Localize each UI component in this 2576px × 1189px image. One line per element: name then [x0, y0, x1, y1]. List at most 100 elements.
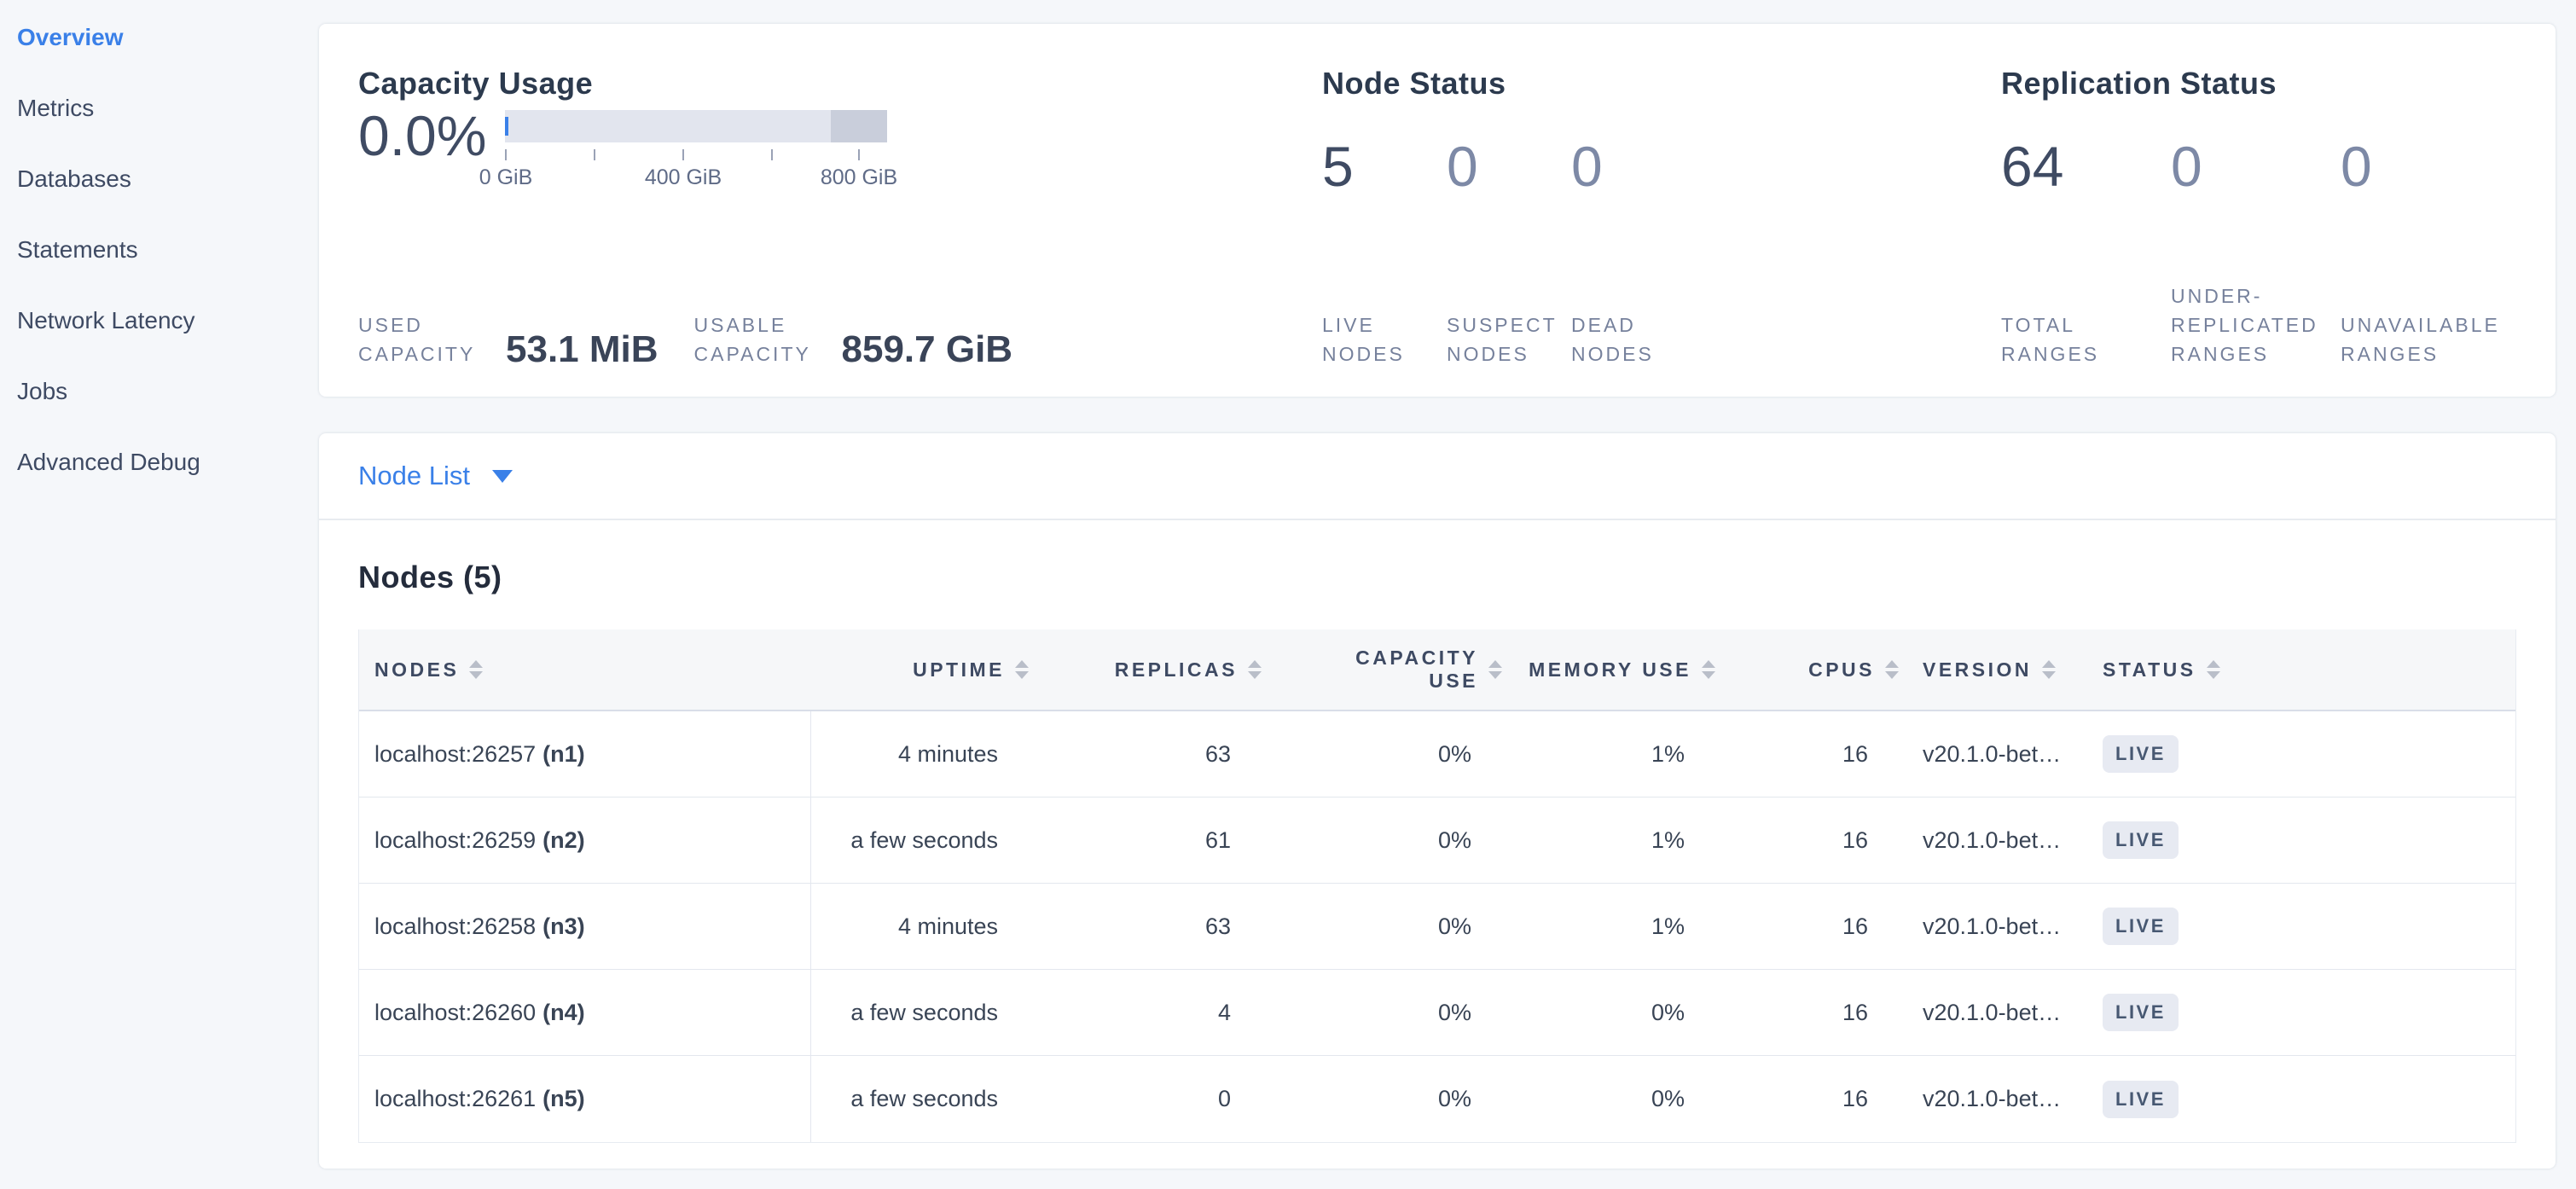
uptime-cell: a few seconds	[850, 999, 998, 1025]
capacity-gauge: 0.0% 0 GiB 400 GiB	[358, 102, 1322, 191]
view-selector-dropdown[interactable]: Node List	[358, 461, 513, 491]
axis-tick	[858, 149, 860, 160]
sidebar: Overview Metrics Databases Statements Ne…	[0, 0, 319, 1189]
axis-tick	[771, 149, 773, 160]
capacity-usage-title: Capacity Usage	[358, 66, 594, 101]
node-list-body: Nodes (5) Nodes Uptime Replicas	[319, 560, 2556, 1143]
replicas-cell: 63	[1204, 913, 1231, 939]
dead-nodes-stat: 0 Dead Nodes	[1571, 133, 1672, 368]
chevron-down-icon	[491, 469, 513, 483]
version-cell: v20.1.0-bet…	[1923, 999, 2062, 1025]
sort-icon[interactable]	[2206, 660, 2220, 679]
version-cell: v20.1.0-bet…	[1923, 913, 2062, 939]
node-address: localhost:26258	[374, 913, 537, 939]
column-header-cpus[interactable]: CPUs	[1715, 629, 1899, 710]
status-badge: LIVE	[2103, 735, 2179, 773]
column-header-nodes[interactable]: Nodes	[359, 629, 811, 710]
capacity-stats: Used Capacity 53.1 MiB Usable Capacity 8…	[358, 310, 1322, 368]
memory-use-cell: 1%	[1651, 740, 1685, 767]
node-status-stats: 5 Live Nodes 0 Suspect Nodes 0 Dead Node…	[1322, 133, 2001, 368]
live-nodes-value: 5	[1322, 135, 1354, 198]
node-address: localhost:26259	[374, 826, 537, 853]
cpus-cell: 16	[1842, 826, 1868, 853]
status-badge: LIVE	[2103, 908, 2179, 945]
main-content: Capacity Usage 0.0%	[319, 0, 2576, 1189]
column-header-memory-use[interactable]: Memory Use	[1502, 629, 1715, 710]
dead-nodes-label: Dead Nodes	[1571, 314, 1654, 365]
usable-capacity-value: 859.7 GiB	[841, 328, 1013, 370]
replicas-cell: 61	[1204, 826, 1231, 853]
view-selector-label: Node List	[358, 461, 470, 490]
sort-icon[interactable]	[1488, 660, 1502, 679]
memory-use-cell: 1%	[1651, 913, 1685, 939]
capacity-percent: 0.0%	[358, 104, 487, 167]
uptime-cell: a few seconds	[850, 826, 998, 853]
nodes-table: Nodes Uptime Replicas Capacity Use	[358, 629, 2516, 1143]
node-id: (n3)	[542, 913, 585, 939]
version-cell: v20.1.0-bet…	[1923, 826, 2062, 853]
version-cell: v20.1.0-bet…	[1923, 740, 2062, 767]
under-replicated-ranges-label: Under-Replicated Ranges	[2171, 285, 2318, 365]
capacity-bar	[505, 110, 887, 142]
table-row-node-5[interactable]: localhost:26261 (n5) a few seconds 0 0% 0…	[359, 1056, 2515, 1142]
node-id: (n1)	[542, 740, 585, 767]
sort-icon[interactable]	[1015, 660, 1029, 679]
sidebar-item-jobs[interactable]: Jobs	[17, 377, 68, 404]
node-id: (n2)	[542, 826, 585, 853]
capacity-use-cell: 0%	[1437, 740, 1471, 767]
replicas-cell: 0	[1217, 1086, 1231, 1111]
node-address: localhost:26257	[374, 740, 537, 767]
column-header-status[interactable]: Status	[2091, 629, 2515, 710]
dead-nodes-value: 0	[1571, 135, 1603, 198]
cluster-summary-card: Capacity Usage 0.0%	[319, 24, 2556, 397]
node-list-card: Node List Nodes (5) Nodes Uptime	[319, 433, 2556, 1169]
suspect-nodes-value: 0	[1447, 135, 1478, 198]
sort-icon[interactable]	[1248, 660, 1262, 679]
column-header-uptime[interactable]: Uptime	[811, 629, 1029, 710]
axis-label-400gib: 400 GiB	[644, 165, 722, 189]
axis-tick	[682, 149, 684, 160]
sort-icon[interactable]	[469, 660, 484, 679]
table-row-node-4[interactable]: localhost:26260 (n4) a few seconds 4 0% 0…	[359, 970, 2515, 1056]
replication-status-section: Replication Status 64 Total Ranges 0 Und…	[2001, 65, 2516, 368]
status-badge: LIVE	[2103, 1080, 2179, 1118]
sort-icon[interactable]	[1702, 660, 1715, 679]
table-row-node-2[interactable]: localhost:26259 (n2) a few seconds 61 0% …	[359, 798, 2515, 884]
cpus-cell: 16	[1842, 1086, 1868, 1111]
node-status-title: Node Status	[1322, 66, 1506, 101]
sidebar-item-metrics[interactable]: Metrics	[17, 94, 95, 121]
uptime-cell: 4 minutes	[897, 740, 998, 767]
table-row-node-1[interactable]: localhost:26257 (n1) 4 minutes 63 0% 1% 1…	[359, 711, 2515, 798]
capacity-use-cell: 0%	[1437, 913, 1471, 939]
column-header-version[interactable]: Version	[1899, 629, 2091, 710]
capacity-axis	[505, 149, 860, 161]
capacity-usage-section: Capacity Usage 0.0%	[358, 65, 1322, 368]
column-header-capacity-use[interactable]: Capacity Use	[1262, 629, 1502, 710]
table-row-node-3[interactable]: localhost:26258 (n3) 4 minutes 63 0% 1% 1…	[359, 884, 2515, 970]
replicas-cell: 63	[1204, 740, 1231, 767]
capacity-use-cell: 0%	[1437, 1086, 1471, 1111]
usable-capacity-label: Usable Capacity	[693, 314, 811, 365]
status-badge: LIVE	[2103, 821, 2179, 859]
sidebar-item-overview[interactable]: Overview	[17, 23, 124, 50]
axis-label-800gib: 800 GiB	[820, 165, 898, 189]
usable-capacity-stat: Usable Capacity 859.7 GiB	[694, 310, 1049, 368]
replication-status-title: Replication Status	[2001, 66, 2277, 101]
uptime-cell: a few seconds	[850, 1086, 998, 1111]
node-address: localhost:26261	[374, 1086, 537, 1111]
sort-icon[interactable]	[1885, 660, 1899, 679]
uptime-cell: 4 minutes	[897, 913, 998, 939]
suspect-nodes-stat: 0 Suspect Nodes	[1447, 133, 1558, 368]
unavailable-ranges-value: 0	[2341, 135, 2372, 198]
sort-icon[interactable]	[2042, 660, 2057, 679]
sidebar-item-network-latency[interactable]: Network Latency	[17, 306, 195, 334]
total-ranges-value: 64	[2001, 135, 2064, 198]
suspect-nodes-label: Suspect Nodes	[1447, 314, 1558, 365]
sidebar-item-statements[interactable]: Statements	[17, 235, 138, 263]
nodes-section-title: Nodes (5)	[358, 560, 502, 594]
column-header-replicas[interactable]: Replicas	[1029, 629, 1262, 710]
sidebar-item-advanced-debug[interactable]: Advanced Debug	[17, 448, 200, 475]
sidebar-item-databases[interactable]: Databases	[17, 165, 131, 192]
node-id: (n5)	[542, 1086, 585, 1111]
capacity-axis-labels: 0 GiB 400 GiB 800 GiB	[479, 165, 897, 191]
